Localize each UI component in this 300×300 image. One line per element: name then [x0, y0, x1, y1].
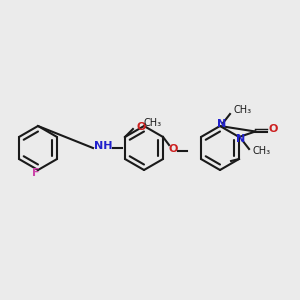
Text: N: N [236, 134, 246, 144]
Text: CH₃: CH₃ [144, 118, 162, 128]
Text: O: O [168, 144, 178, 154]
Text: CH₃: CH₃ [233, 105, 251, 115]
Text: O: O [136, 122, 146, 132]
Text: NH: NH [94, 141, 112, 151]
Text: O: O [268, 124, 278, 134]
Text: CH₃: CH₃ [252, 146, 270, 156]
Text: F: F [32, 168, 40, 178]
Text: N: N [218, 119, 226, 129]
